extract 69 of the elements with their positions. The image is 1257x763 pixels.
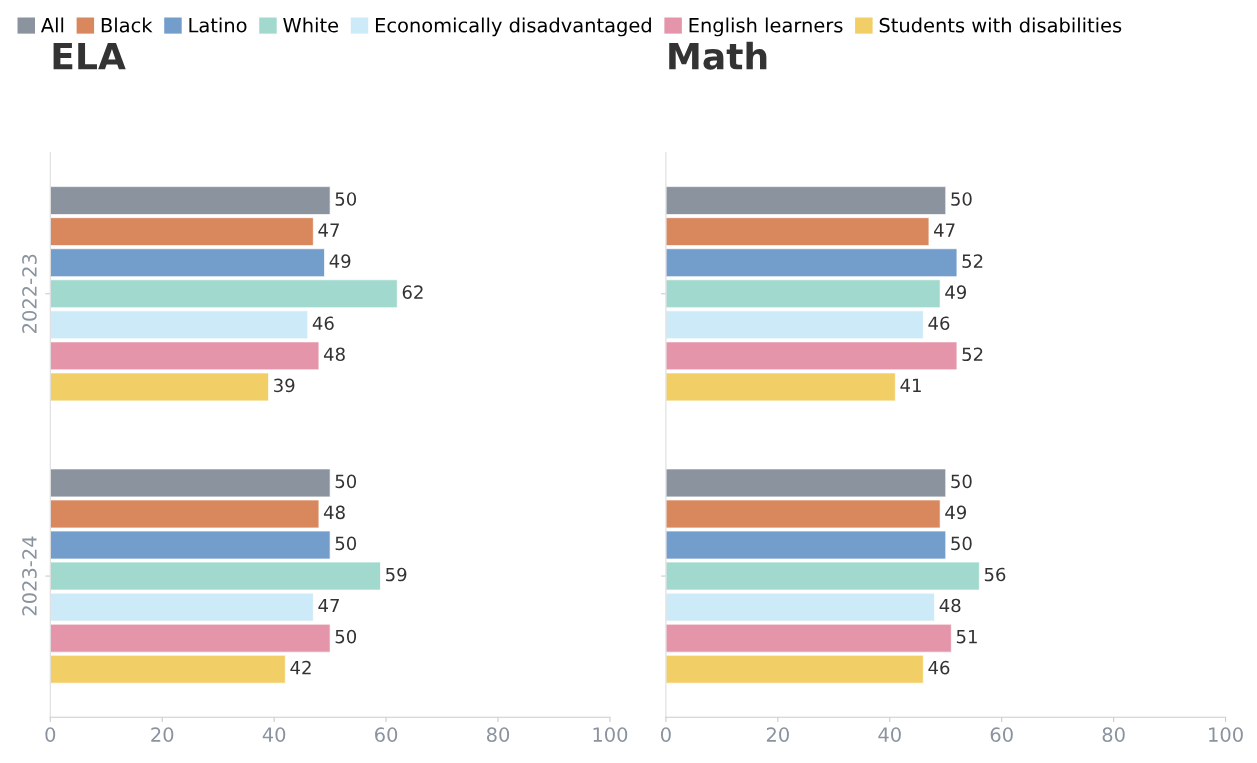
data-label: 50: [951, 536, 972, 551]
data-label: 49: [945, 505, 967, 520]
legend-label: All: [40, 17, 64, 33]
legend-label: English learners: [689, 17, 843, 37]
x-tick-label: 0: [45, 727, 56, 742]
bar: [665, 310, 924, 340]
data-label: 52: [962, 347, 983, 362]
data-label: 56: [984, 567, 1006, 582]
bar: [50, 248, 325, 278]
data-label: 50: [335, 474, 357, 489]
bar: [50, 623, 331, 653]
x-tick-label: 100: [593, 727, 628, 742]
x-tick-label: 40: [878, 727, 901, 742]
data-label: 47: [934, 223, 955, 237]
x-tick-label: 20: [766, 727, 789, 742]
data-label: 47: [318, 223, 339, 237]
legend-label: Black: [101, 17, 153, 33]
data-label: 48: [323, 505, 345, 520]
legend-label: Students with disabilities: [879, 17, 1122, 33]
data-label: 46: [928, 316, 950, 331]
data-label: 39: [274, 378, 295, 393]
x-tick-label: 80: [1102, 727, 1125, 742]
data-label: 52: [962, 254, 983, 268]
data-label: 49: [329, 254, 351, 268]
bar: [50, 654, 286, 684]
x-tick-label: 40: [262, 727, 286, 742]
legend-label: Latino: [189, 17, 247, 33]
x-tick-label: 60: [375, 727, 398, 742]
bar: [665, 341, 958, 371]
data-label: 47: [318, 598, 339, 613]
data-label: 50: [335, 192, 357, 206]
data-label: 46: [928, 660, 950, 675]
bar: [665, 186, 947, 215]
bar: [665, 372, 896, 402]
data-label: 42: [290, 660, 311, 675]
data-label: 50: [335, 629, 357, 644]
data-label: 48: [939, 598, 961, 613]
data-label: 51: [956, 629, 977, 644]
data-label: 49: [945, 285, 967, 299]
bar: [665, 248, 958, 278]
data-label: 48: [323, 347, 345, 362]
data-label: 41: [900, 378, 921, 392]
bar: [665, 279, 941, 309]
data-label: 59: [386, 567, 407, 582]
bar: [665, 654, 924, 684]
data-label: 50: [951, 474, 972, 489]
chart-title: ELA: [53, 42, 126, 70]
x-tick-label: 60: [990, 727, 1013, 742]
bar: [50, 310, 309, 340]
bar: [50, 372, 269, 402]
legend-label: Economically disadvantaged: [375, 17, 651, 37]
x-tick-label: 100: [1209, 727, 1243, 742]
x-tick-label: 20: [151, 727, 174, 742]
chart-title: Math: [669, 41, 767, 70]
y-tick-label: 2022-23: [22, 254, 37, 333]
bar: [665, 623, 952, 653]
bar: [665, 217, 930, 246]
x-tick-label: 80: [486, 727, 510, 742]
data-label: 50: [335, 536, 357, 551]
x-tick-label: 0: [661, 727, 671, 742]
data-label: 62: [402, 285, 423, 299]
bar: [50, 217, 314, 246]
bar: [50, 279, 398, 309]
data-label: 46: [312, 316, 334, 331]
bar: [50, 186, 331, 215]
bar: [50, 341, 320, 371]
y-tick-label: 2023-24: [22, 536, 37, 616]
data-label: 50: [951, 192, 972, 206]
legend-label: White: [283, 17, 339, 33]
